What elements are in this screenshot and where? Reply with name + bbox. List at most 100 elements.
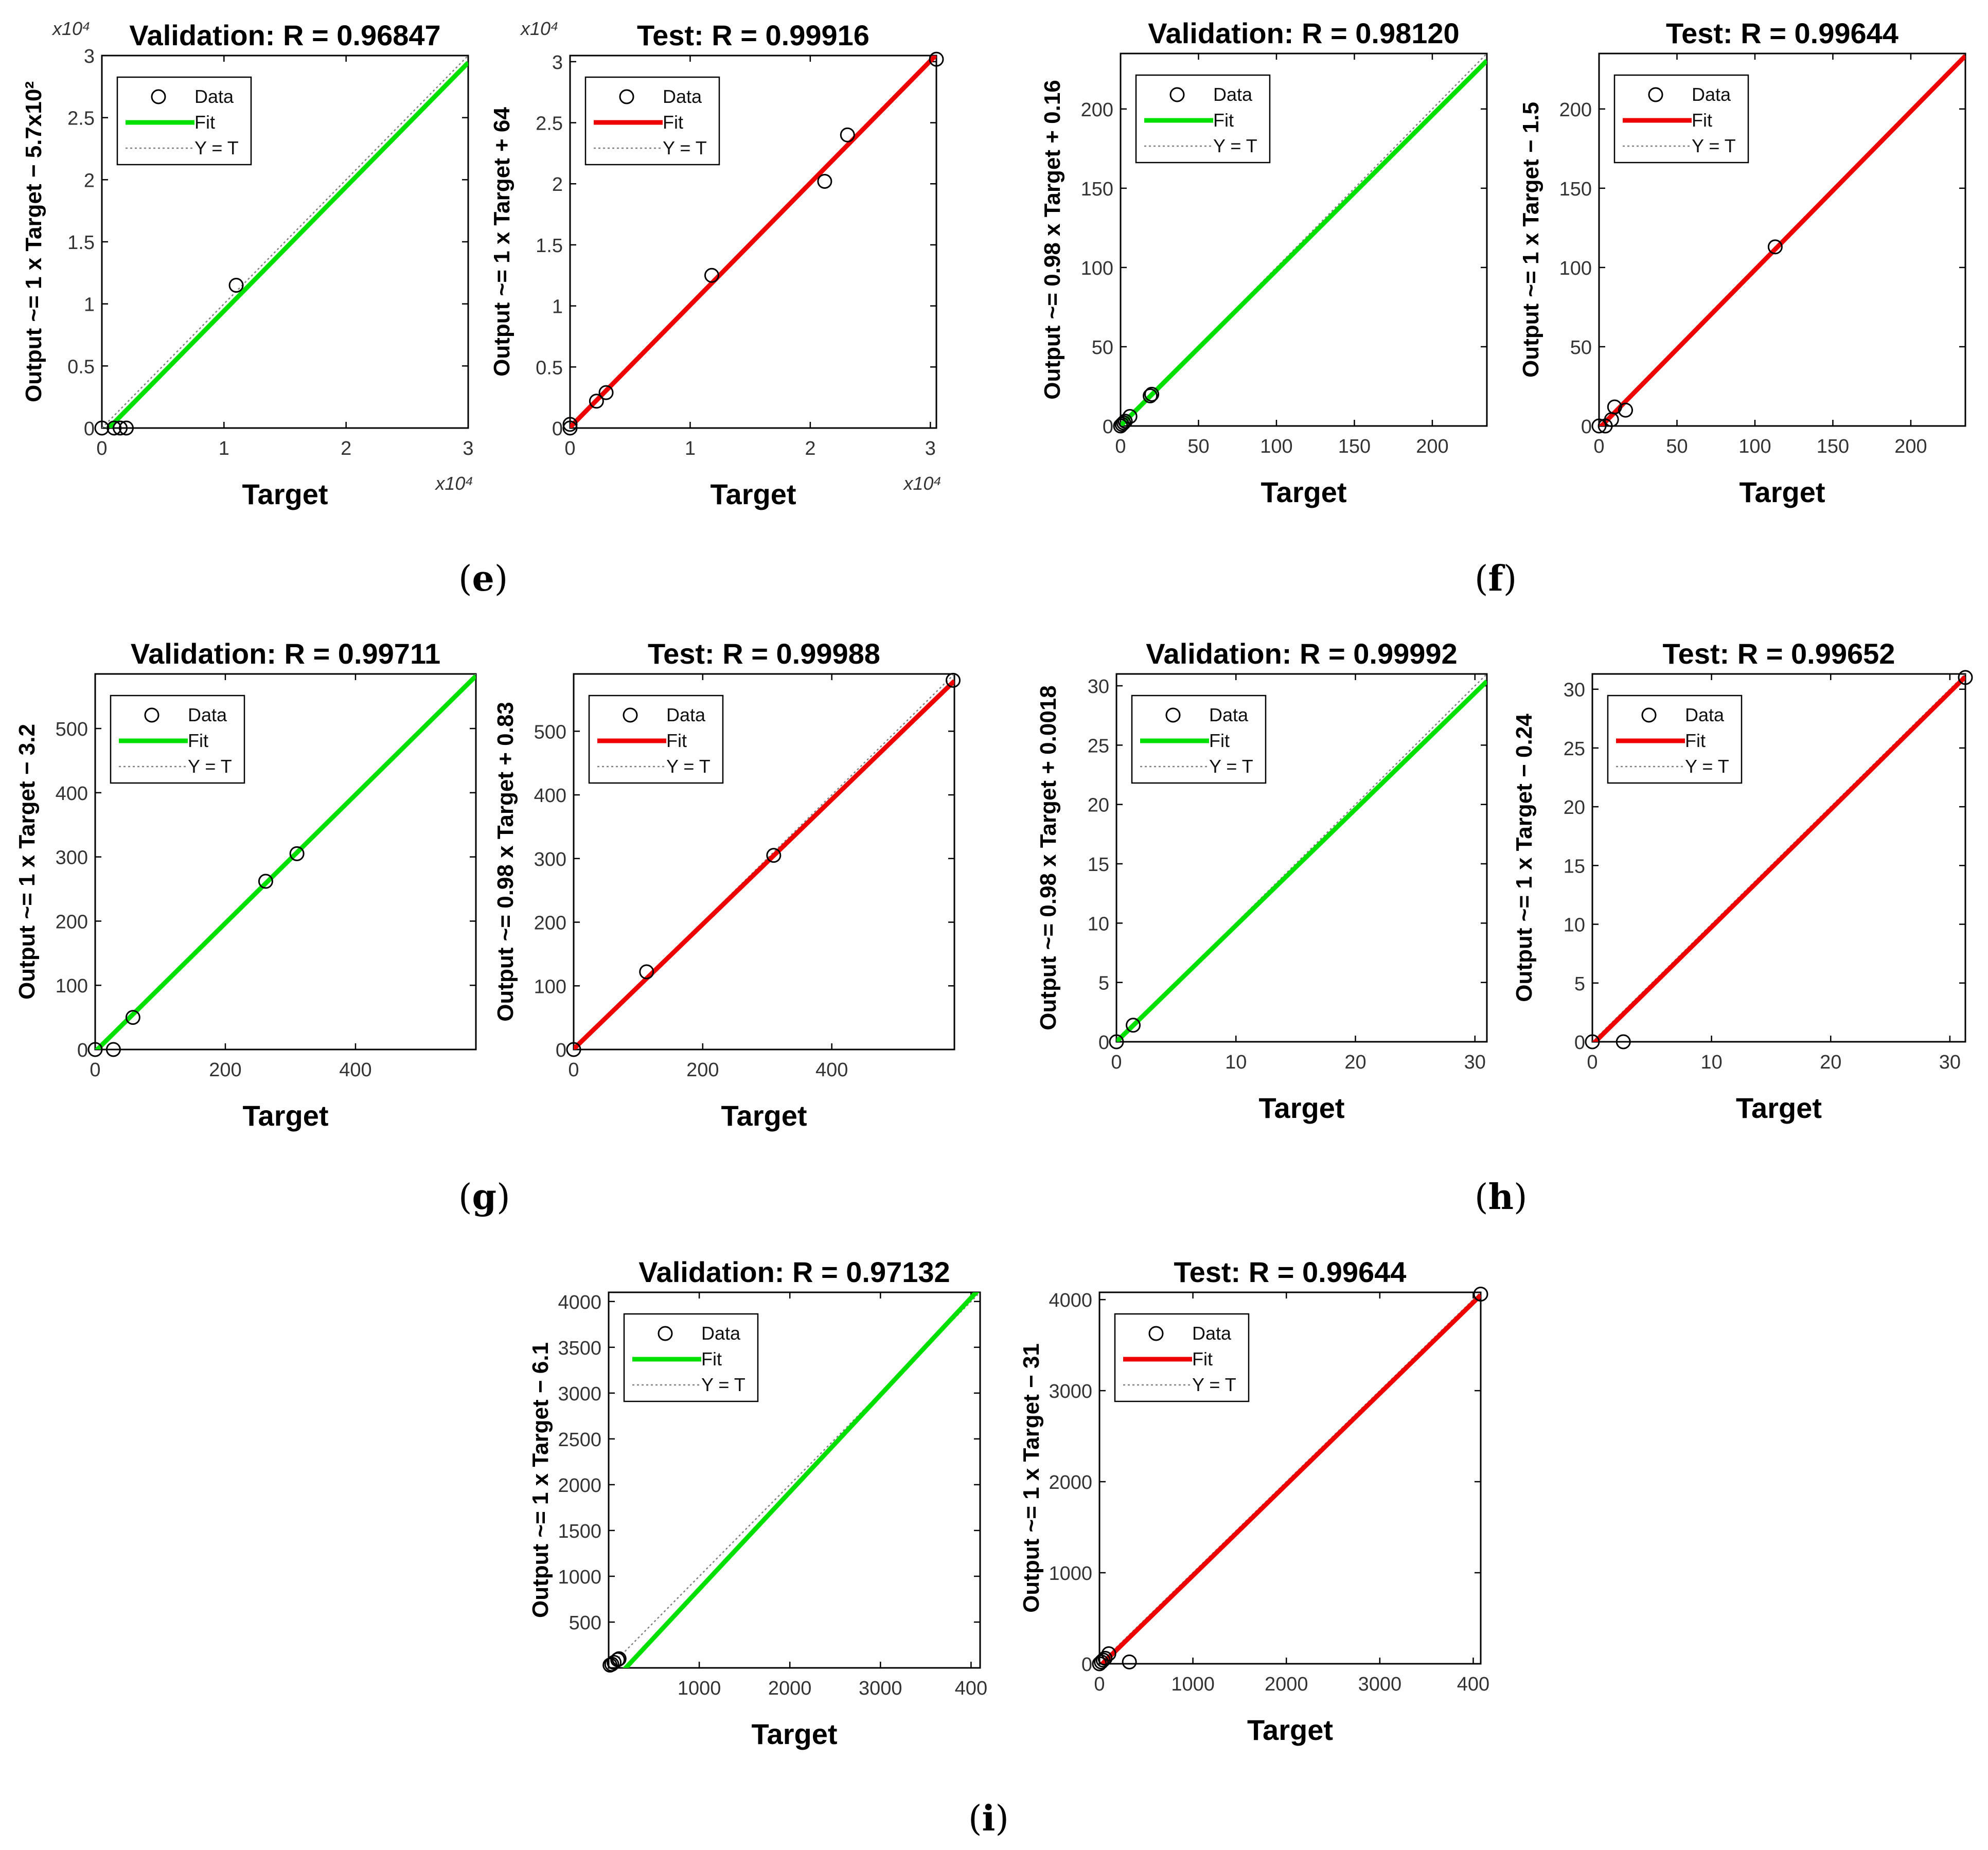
data-point (589, 394, 604, 409)
identity-line (1116, 674, 1487, 1042)
chart-panel-g-validation: 0 200 400 0 100 200 300 400 500 Data Fit Y = T Valid… (14, 637, 477, 1132)
x-tick-label: 1 (219, 438, 229, 459)
chart-panel-e-validation: 0 1 2 3 0 0.5 1 1.5 2 2.5 3 Data Fit Y = T Validation:… (21, 18, 474, 510)
legend-fit-label: Fit (1192, 1348, 1213, 1369)
fit-line (1116, 680, 1487, 1042)
chart-panel-f-test: 0 50 100 150 200 0 50 100 150 200 Data Fit Y = T Test… (1518, 17, 1966, 508)
legend-data-marker (1648, 87, 1663, 102)
chart-panel-f-validation: 0 50 100 150 200 0 50 100 150 200 Data Fit Y = T Vali… (1040, 17, 1488, 508)
data-point (1122, 1654, 1137, 1669)
legend-data-marker (1169, 87, 1185, 102)
legend-identity-label: Y = T (1685, 756, 1729, 777)
x-axis-label: Target (721, 1099, 807, 1132)
chart-title: Test: R = 0.99916 (637, 19, 869, 51)
chart-title: Validation: R = 0.99992 (1146, 637, 1457, 670)
legend-data-marker (151, 89, 166, 104)
x-tick-label: 200 (209, 1059, 241, 1081)
y-tick-label: 150 (1081, 179, 1113, 200)
data-point (106, 420, 122, 436)
x-tick-label: 100 (1738, 436, 1771, 457)
chart-panel-i-test: 0 1000 2000 3000 40001000200030004000DataFit… (1019, 1256, 1489, 1746)
y-tick-label: 500 (534, 721, 566, 743)
y-tick-label: 0 (77, 1040, 88, 1061)
fit-line (1099, 1293, 1481, 1664)
data-point (566, 1042, 581, 1057)
data-point (258, 874, 273, 889)
data-point (945, 672, 961, 688)
y-tick-label: 400 (56, 783, 88, 805)
x-tick-label: 0 (1111, 1052, 1122, 1073)
caption-h: (h) (1475, 1177, 1528, 1218)
data-point (562, 420, 578, 436)
legend-fit-label: Fit (1209, 730, 1230, 751)
legend-identity-label: Y = T (1192, 1374, 1236, 1395)
y-tick-label: 3 (552, 52, 563, 74)
caption-f: (f) (1475, 558, 1517, 599)
x-tick-label: 3 (925, 438, 936, 459)
chart-title: Validation: R = 0.97132 (638, 1256, 950, 1288)
x-tick-label: 0 (1115, 436, 1126, 457)
data-point (1585, 1034, 1600, 1049)
caption-g: (g) (458, 1177, 510, 1218)
y-tick-label: 0 (1081, 1654, 1092, 1676)
x-tick-label: 50 (1187, 436, 1209, 457)
y-tick-label: 3000 (1049, 1381, 1092, 1402)
x-tick-label: 150 (1338, 436, 1371, 457)
data-point (607, 1655, 622, 1670)
plot-lines (1592, 674, 1965, 1042)
caption-i: (i) (968, 1798, 1009, 1839)
x-axis-multiplier: x10⁴ (902, 473, 942, 494)
y-tick-label: 0 (1574, 1032, 1585, 1054)
y-tick-label: 2000 (558, 1475, 601, 1497)
data-point (611, 1651, 627, 1666)
legend-identity-label: Y = T (701, 1374, 745, 1395)
x-tick-label: 30 (1939, 1052, 1961, 1073)
y-tick-label: 10 (1564, 915, 1585, 936)
y-tick-label: 0 (1103, 416, 1113, 438)
legend-identity-label: Y = T (663, 137, 707, 158)
x-tick-label: 0 (1593, 436, 1604, 457)
y-tick-label: 5 (1574, 973, 1585, 995)
x-tick-label: 0 (564, 438, 575, 459)
x-tick-label: 0 (1094, 1674, 1105, 1695)
chart-title: Test: R = 0.99652 (1663, 637, 1895, 670)
y-tick-label: 2 (552, 174, 563, 195)
y-tick-label: 0 (552, 418, 563, 440)
fit-line (1599, 54, 1965, 426)
data-point (1117, 414, 1133, 429)
x-tick-label: 200 (1894, 436, 1927, 457)
x-tick-label: 1 (685, 438, 696, 459)
legend-identity-label: Y = T (194, 137, 239, 158)
data-point (1473, 1287, 1488, 1302)
x-tick-label: 1000 (678, 1678, 721, 1699)
legend-data-label: Data (666, 704, 706, 725)
data-point (228, 277, 244, 293)
data-point (113, 420, 128, 436)
y-tick-label: 300 (56, 847, 88, 869)
y-tick-label: 3000 (558, 1383, 601, 1405)
legend-data-label: Data (188, 704, 227, 725)
x-tick-label: 0 (568, 1059, 579, 1081)
y-tick-label: 100 (534, 976, 566, 998)
x-tick-label: 0 (90, 1059, 100, 1081)
data-point (766, 848, 782, 863)
y-tick-label: 1 (84, 294, 95, 316)
data-point (125, 1010, 140, 1025)
legend-fit-label: Fit (194, 112, 215, 133)
y-tick-label: 4000 (558, 1292, 601, 1313)
identity-line (102, 56, 468, 428)
x-tick-label: 10 (1700, 1052, 1722, 1073)
y-tick-label: 500 (56, 719, 88, 740)
y-axis-label: Output ~= 1 x Target − 6.1 (528, 1342, 553, 1618)
x-tick-label: 3000 (859, 1678, 902, 1699)
y-tick-label: 1 (552, 296, 563, 318)
data-point (1113, 418, 1128, 434)
data-point (94, 420, 110, 436)
y-tick-label: 30 (1088, 676, 1109, 698)
fit-line (95, 674, 476, 1049)
y-tick-label: 2000 (1049, 1472, 1092, 1493)
chart-title: Test: R = 0.99644 (1666, 17, 1898, 49)
y-tick-label: 5 (1098, 973, 1109, 994)
y-tick-label: 3500 (558, 1338, 601, 1359)
data-point (1591, 418, 1607, 434)
